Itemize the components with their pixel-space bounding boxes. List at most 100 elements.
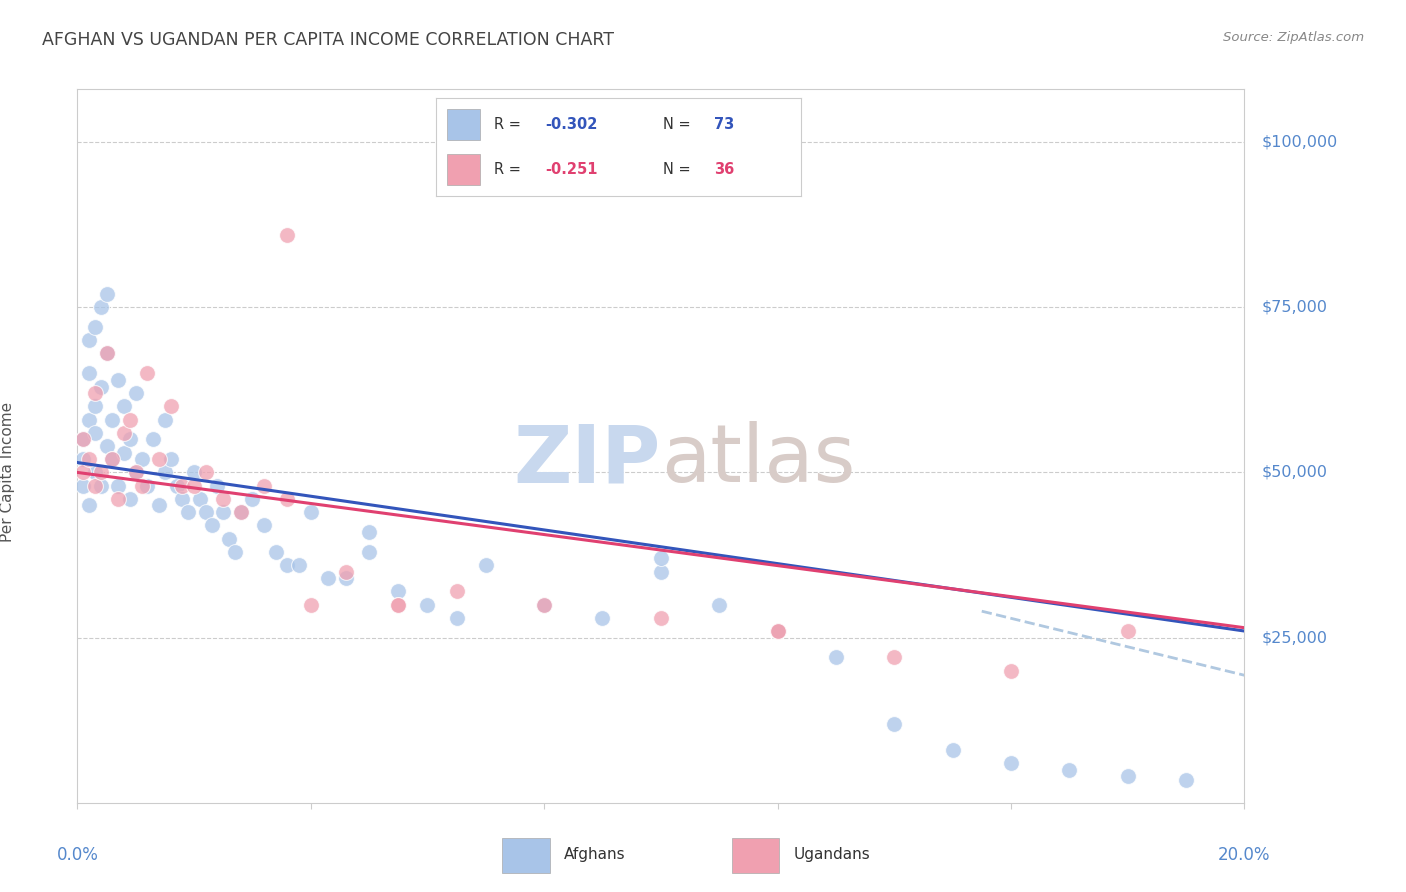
- Point: [159, 400, 181, 414]
- Text: $100,000: $100,000: [1261, 135, 1339, 150]
- Point: [212, 505, 235, 519]
- Point: [533, 598, 555, 612]
- Point: [194, 466, 217, 480]
- Point: [1000, 756, 1022, 771]
- Point: [276, 227, 298, 242]
- Point: [148, 499, 170, 513]
- Text: Ugandans: Ugandans: [794, 847, 870, 862]
- Point: [229, 505, 252, 519]
- Point: [194, 505, 217, 519]
- Point: [118, 433, 141, 447]
- Point: [83, 478, 105, 492]
- Point: [107, 373, 129, 387]
- Point: [90, 466, 112, 480]
- Point: [112, 400, 135, 414]
- Point: [264, 545, 287, 559]
- Point: [83, 425, 105, 440]
- Point: [709, 598, 731, 612]
- Point: [112, 445, 135, 459]
- Text: N =: N =: [662, 162, 695, 178]
- Point: [200, 518, 222, 533]
- Point: [218, 532, 240, 546]
- Point: [1116, 624, 1139, 638]
- Point: [592, 611, 614, 625]
- Point: [650, 565, 672, 579]
- Point: [1116, 769, 1139, 783]
- Point: [83, 320, 105, 334]
- Point: [883, 716, 905, 731]
- Point: [650, 611, 672, 625]
- Point: [299, 505, 322, 519]
- Text: AFGHAN VS UGANDAN PER CAPITA INCOME CORRELATION CHART: AFGHAN VS UGANDAN PER CAPITA INCOME CORR…: [42, 31, 614, 49]
- Point: [124, 466, 148, 480]
- Point: [650, 551, 672, 566]
- Text: Afghans: Afghans: [564, 847, 626, 862]
- Point: [101, 452, 124, 467]
- Point: [212, 491, 235, 506]
- Point: [72, 478, 94, 492]
- Point: [90, 300, 112, 314]
- Point: [475, 558, 498, 572]
- Text: 0.0%: 0.0%: [56, 846, 98, 863]
- Point: [1000, 664, 1022, 678]
- Point: [766, 624, 789, 638]
- Text: 20.0%: 20.0%: [1218, 846, 1271, 863]
- Point: [131, 478, 153, 492]
- Point: [166, 478, 188, 492]
- Point: [107, 478, 129, 492]
- Point: [142, 433, 165, 447]
- Point: [153, 466, 176, 480]
- Point: [153, 412, 176, 426]
- Point: [124, 466, 148, 480]
- Point: [357, 545, 380, 559]
- Point: [124, 386, 148, 401]
- Point: [824, 650, 846, 665]
- Point: [83, 466, 105, 480]
- Point: [533, 598, 555, 612]
- Point: [276, 491, 298, 506]
- Text: $75,000: $75,000: [1261, 300, 1327, 315]
- FancyBboxPatch shape: [447, 109, 479, 140]
- Point: [387, 584, 409, 599]
- Point: [72, 452, 94, 467]
- Text: $25,000: $25,000: [1261, 630, 1327, 645]
- Point: [136, 367, 159, 381]
- Point: [148, 452, 170, 467]
- Point: [96, 346, 118, 360]
- Text: N =: N =: [662, 117, 695, 132]
- Text: 73: 73: [714, 117, 734, 132]
- Point: [335, 565, 357, 579]
- Point: [96, 287, 118, 301]
- Point: [446, 611, 468, 625]
- Text: Per Capita Income: Per Capita Income: [0, 402, 15, 542]
- Point: [77, 333, 100, 347]
- Text: -0.251: -0.251: [546, 162, 598, 178]
- Text: R =: R =: [495, 117, 526, 132]
- Point: [416, 598, 439, 612]
- Point: [118, 412, 141, 426]
- Point: [77, 412, 100, 426]
- Point: [883, 650, 905, 665]
- Point: [90, 478, 112, 492]
- Point: [112, 425, 135, 440]
- Point: [299, 598, 322, 612]
- Point: [96, 439, 118, 453]
- Point: [1174, 772, 1197, 787]
- Point: [77, 452, 100, 467]
- FancyBboxPatch shape: [447, 154, 479, 186]
- Point: [253, 518, 276, 533]
- Text: 36: 36: [714, 162, 734, 178]
- Point: [1057, 763, 1080, 777]
- Point: [101, 452, 124, 467]
- Point: [101, 412, 124, 426]
- Point: [288, 558, 311, 572]
- Point: [766, 624, 789, 638]
- Point: [183, 466, 205, 480]
- Point: [357, 524, 380, 539]
- Point: [172, 491, 194, 506]
- Point: [77, 499, 100, 513]
- Point: [183, 478, 205, 492]
- Point: [446, 584, 468, 599]
- Point: [276, 558, 298, 572]
- Point: [188, 491, 211, 506]
